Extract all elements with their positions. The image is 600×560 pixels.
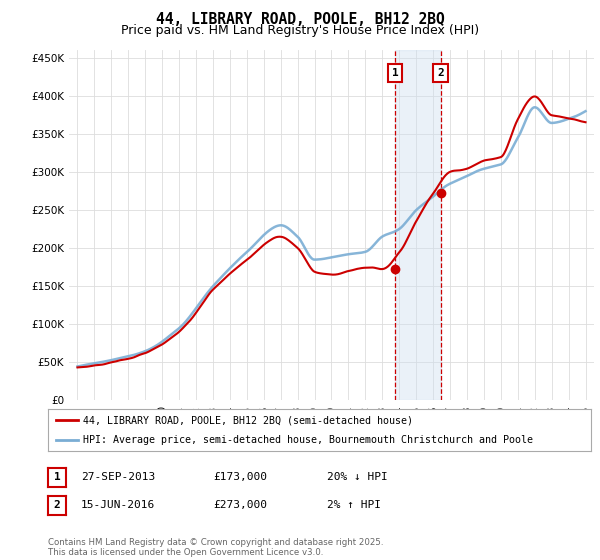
Text: HPI: Average price, semi-detached house, Bournemouth Christchurch and Poole: HPI: Average price, semi-detached house,… xyxy=(83,435,533,445)
Bar xyxy=(395,50,441,400)
Text: 20% ↓ HPI: 20% ↓ HPI xyxy=(327,472,388,482)
Text: 44, LIBRARY ROAD, POOLE, BH12 2BQ: 44, LIBRARY ROAD, POOLE, BH12 2BQ xyxy=(155,12,445,27)
Text: 44, LIBRARY ROAD, POOLE, BH12 2BQ (semi-detached house): 44, LIBRARY ROAD, POOLE, BH12 2BQ (semi-… xyxy=(83,415,413,425)
Text: Price paid vs. HM Land Registry's House Price Index (HPI): Price paid vs. HM Land Registry's House … xyxy=(121,24,479,37)
Text: 27-SEP-2013: 27-SEP-2013 xyxy=(81,472,155,482)
Text: £173,000: £173,000 xyxy=(213,472,267,482)
Text: Contains HM Land Registry data © Crown copyright and database right 2025.
This d: Contains HM Land Registry data © Crown c… xyxy=(48,538,383,557)
Text: £273,000: £273,000 xyxy=(213,500,267,510)
Text: 1: 1 xyxy=(53,473,61,482)
Text: 2% ↑ HPI: 2% ↑ HPI xyxy=(327,500,381,510)
Text: 15-JUN-2016: 15-JUN-2016 xyxy=(81,500,155,510)
Text: 2: 2 xyxy=(437,68,444,78)
Text: 1: 1 xyxy=(392,68,398,78)
Text: 2: 2 xyxy=(53,501,61,510)
